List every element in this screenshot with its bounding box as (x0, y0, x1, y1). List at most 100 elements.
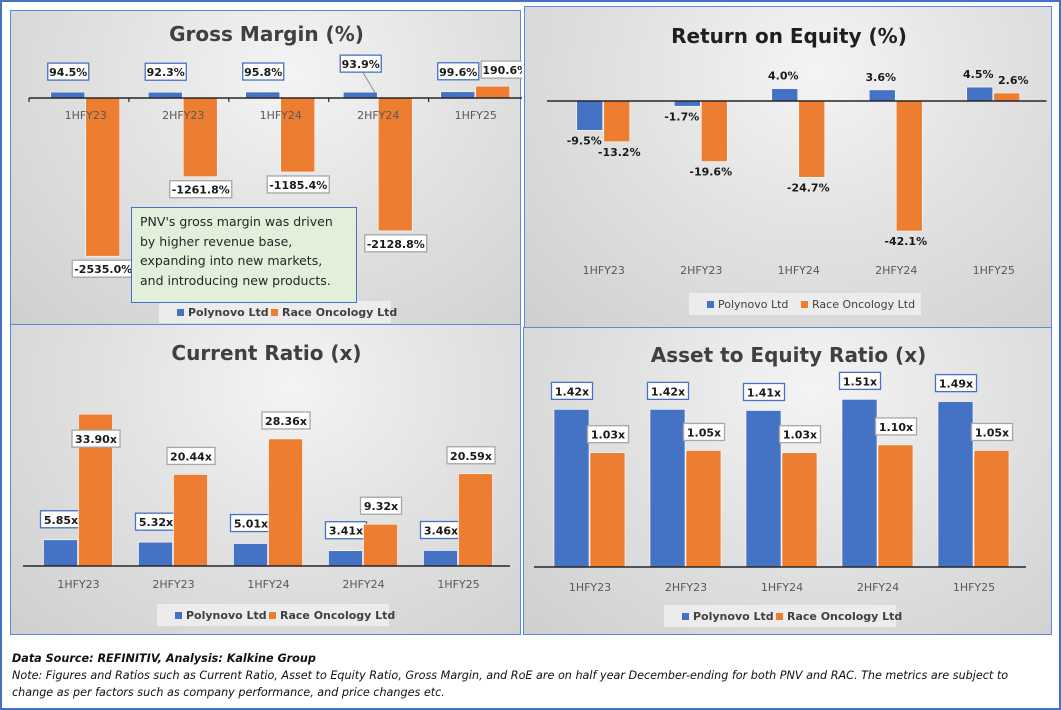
legend-label-race-oncology: Race Oncology Ltd (787, 610, 902, 623)
legend-swatch-race-oncology (776, 613, 783, 620)
polynovo-bar-1hfy24 (233, 543, 268, 567)
polynovo-value-label: 3.6% (865, 71, 896, 84)
data-label-box (261, 411, 311, 430)
race-oncology-bar-2hfy24 (363, 523, 398, 567)
polynovo-bar-1hfy24 (771, 88, 799, 102)
race-oncology-value-label: 20.59x (450, 450, 492, 463)
race-oncology-bar-1hfy24 (268, 438, 303, 567)
category-label: 2HFY23 (665, 581, 707, 594)
data-label-box (970, 422, 1014, 442)
footer: Data Source: REFINITIV, Analysis: Kalkin… (12, 650, 1052, 701)
chart-title: Return on Equity (%) (671, 24, 907, 48)
category-label: 2HFY23 (152, 578, 194, 591)
category-label: 1HFY24 (260, 109, 302, 122)
polynovo-bar-2hfy24 (841, 399, 878, 568)
polynovo-value-label: 94.5% (49, 66, 87, 79)
race-oncology-bar-2hfy23 (173, 474, 208, 567)
polynovo-bar-1hfy25 (966, 86, 994, 102)
legend-swatch-race-oncology (269, 612, 276, 619)
polynovo-value-label: 4.0% (768, 70, 799, 83)
race-oncology-bar-1hfy25 (993, 92, 1021, 102)
data-label-box (364, 234, 428, 253)
race-oncology-bar-1hfy23 (85, 97, 121, 257)
race-oncology-bar-2hfy23 (182, 97, 218, 178)
legend-swatch-polynovo (682, 613, 689, 620)
polynovo-bar-2hfy23 (147, 91, 183, 99)
polynovo-value-label: 5.32x (139, 516, 173, 529)
race-oncology-value-label: -13.2% (598, 146, 641, 159)
legend: Polynovo Ltd Race Oncology Ltd (159, 301, 397, 323)
polynovo-value-label: 5.85x (44, 514, 78, 527)
category-label: 1HFY24 (247, 578, 289, 591)
category-label: 1HFY25 (953, 581, 995, 594)
legend: Polynovo Ltd Race Oncology Ltd (689, 293, 921, 315)
data-label-box (359, 496, 403, 515)
data-label-box (742, 382, 786, 402)
category-label: 2HFY24 (357, 109, 399, 122)
category-label: 1HFY23 (65, 109, 107, 122)
data-label-box (166, 446, 216, 466)
category-label: 1HFY23 (583, 264, 625, 277)
polynovo-value-label: 3.41x (329, 525, 363, 538)
polynovo-value-label: 3.46x (424, 524, 458, 537)
polynovo-value-label: 99.6% (439, 66, 477, 79)
race-oncology-value-label: 2.6% (998, 74, 1029, 87)
race-oncology-bar-2hfy24 (877, 444, 914, 568)
race-oncology-value-label: 9.32x (364, 500, 398, 513)
polynovo-bar-1hfy23 (43, 539, 78, 567)
legend-label-polynovo: Polynovo Ltd (718, 298, 788, 311)
race-oncology-value-label: -1261.8% (172, 184, 230, 197)
polynovo-value-label: 92.3% (147, 66, 185, 79)
chart-title: Gross Margin (%) (169, 22, 364, 46)
legend: Polynovo Ltd Race Oncology Ltd (664, 605, 902, 627)
leader-line (362, 71, 376, 93)
category-label: 2HFY24 (342, 578, 384, 591)
gross-margin-annotation: PNV's gross margin was driven by higher … (131, 207, 357, 303)
polynovo-value-label: 1.49x (939, 378, 973, 391)
legend-label-polynovo: Polynovo Ltd (186, 609, 267, 622)
data-label-box (437, 62, 480, 81)
legend-swatch-polynovo (175, 612, 182, 619)
data-label-box (169, 180, 233, 199)
race-oncology-value-label: 1.05x (975, 426, 1009, 439)
data-label-box (682, 422, 726, 442)
race-oncology-value-label: 1.03x (591, 429, 625, 442)
polynovo-bar-1hfy24 (245, 91, 281, 99)
category-label: 1HFY25 (437, 578, 479, 591)
race-oncology-bar-1hfy23 (589, 452, 626, 568)
polynovo-bar-2hfy24 (868, 89, 896, 102)
category-label: 2HFY23 (162, 109, 204, 122)
race-oncology-value-label: -2128.8% (367, 238, 425, 251)
legend-label-polynovo: Polynovo Ltd (188, 306, 269, 319)
legend-label-race-oncology: Race Oncology Ltd (812, 298, 915, 311)
polynovo-value-label: 1.51x (843, 375, 877, 388)
polynovo-bar-2hfy24 (328, 550, 363, 567)
polynovo-bar-1hfy23 (576, 100, 604, 131)
race-oncology-value-label: 1.03x (783, 429, 817, 442)
polynovo-value-label: -1.7% (664, 110, 699, 123)
category-label: 2HFY23 (680, 264, 722, 277)
legend: Polynovo Ltd Race Oncology Ltd (157, 604, 395, 626)
race-oncology-value-label: 28.36x (265, 415, 307, 428)
race-oncology-value-label: 33.90x (75, 433, 117, 446)
data-label-box (874, 417, 918, 436)
data-label-box (242, 62, 285, 81)
race-oncology-bar-1hfy25 (475, 85, 511, 99)
polynovo-bar-1hfy25 (937, 401, 974, 568)
race-oncology-value-label: 1.10x (879, 421, 913, 434)
polynovo-value-label: 93.9% (342, 58, 380, 71)
race-oncology-bar-1hfy25 (458, 473, 493, 567)
race-oncology-bar-1hfy24 (781, 452, 818, 568)
race-oncology-value-label: 20.44x (170, 450, 212, 463)
asset-to-equity-chart: Asset to Equity Ratio (x) 1.42x 1.03x 1HFY2… (523, 327, 1052, 635)
race-oncology-value-label: -19.6% (689, 166, 732, 179)
polynovo-bar-1hfy25 (440, 91, 476, 99)
chart-title: Current Ratio (x) (171, 341, 361, 365)
race-oncology-bar-2hfy24 (377, 97, 413, 232)
polynovo-bar-2hfy23 (138, 541, 173, 567)
gross-margin-chart: Gross Margin (%) 94.5% -2535.0% 1HFY23 92.3%… (10, 10, 522, 326)
data-label-box (144, 62, 187, 81)
data-label-box (266, 175, 330, 194)
current-ratio-chart: Current Ratio (x) 5.85x 33.90x 1HFY23 5.32x 2… (10, 324, 521, 635)
